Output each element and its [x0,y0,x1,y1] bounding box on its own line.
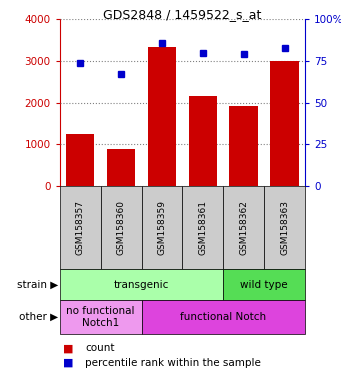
Text: functional Notch: functional Notch [180,312,266,322]
Text: ■: ■ [63,358,74,368]
Text: GSM158361: GSM158361 [198,200,207,255]
Text: ■: ■ [63,343,74,353]
Text: percentile rank within the sample: percentile rank within the sample [85,358,261,368]
Text: no functional
Notch1: no functional Notch1 [66,306,135,328]
Bar [270,61,299,186]
Text: wild type: wild type [240,280,288,290]
Text: GSM158360: GSM158360 [117,200,125,255]
Text: GSM158357: GSM158357 [76,200,85,255]
Text: GSM158362: GSM158362 [239,200,248,255]
Text: GDS2848 / 1459522_s_at: GDS2848 / 1459522_s_at [103,8,262,22]
Bar [148,47,176,186]
Text: transgenic: transgenic [114,280,169,290]
Text: GSM158359: GSM158359 [158,200,166,255]
Text: strain ▶: strain ▶ [17,280,58,290]
Bar [107,149,135,186]
Bar [229,106,258,186]
Text: count: count [85,343,115,353]
Bar [66,134,94,186]
Bar [189,96,217,186]
Text: GSM158363: GSM158363 [280,200,289,255]
Text: other ▶: other ▶ [19,312,58,322]
